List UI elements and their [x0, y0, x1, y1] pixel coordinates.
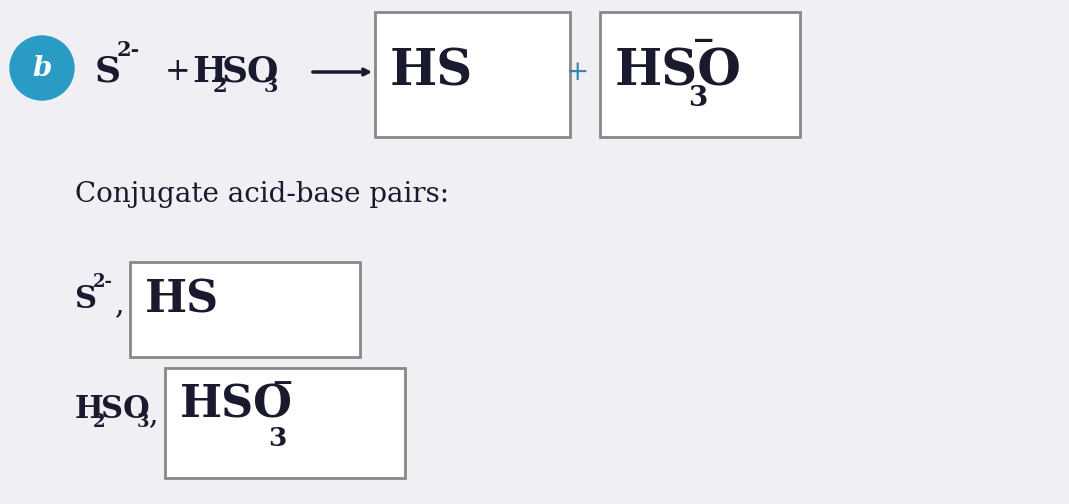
- Text: HS: HS: [390, 47, 474, 96]
- Text: H: H: [192, 55, 227, 89]
- Text: 3: 3: [268, 425, 286, 451]
- Text: SO: SO: [222, 55, 279, 89]
- Text: 3: 3: [688, 85, 708, 111]
- Text: S: S: [75, 284, 97, 316]
- Text: b: b: [32, 54, 51, 82]
- Text: −: −: [692, 29, 715, 55]
- Text: ,: ,: [149, 400, 158, 430]
- Text: +: +: [567, 58, 590, 86]
- Text: +: +: [165, 56, 190, 88]
- Text: 2-: 2-: [117, 40, 140, 60]
- Text: 2: 2: [93, 413, 106, 431]
- Text: ,: ,: [115, 289, 125, 321]
- Text: SO: SO: [100, 395, 150, 425]
- Bar: [165, 368, 405, 478]
- Bar: [600, 12, 800, 137]
- Text: HSO: HSO: [615, 47, 742, 96]
- Text: H: H: [75, 395, 104, 425]
- Text: HSO: HSO: [180, 384, 293, 426]
- Text: 3: 3: [137, 413, 150, 431]
- Text: S: S: [95, 55, 121, 89]
- Text: HS: HS: [145, 279, 219, 322]
- Bar: [130, 262, 360, 357]
- Text: Conjugate acid-base pairs:: Conjugate acid-base pairs:: [75, 181, 449, 209]
- Text: 3: 3: [264, 76, 279, 96]
- Bar: [375, 12, 570, 137]
- Text: 2-: 2-: [93, 273, 113, 291]
- Text: 2: 2: [213, 76, 228, 96]
- Text: −: −: [272, 371, 293, 397]
- Circle shape: [10, 36, 74, 100]
